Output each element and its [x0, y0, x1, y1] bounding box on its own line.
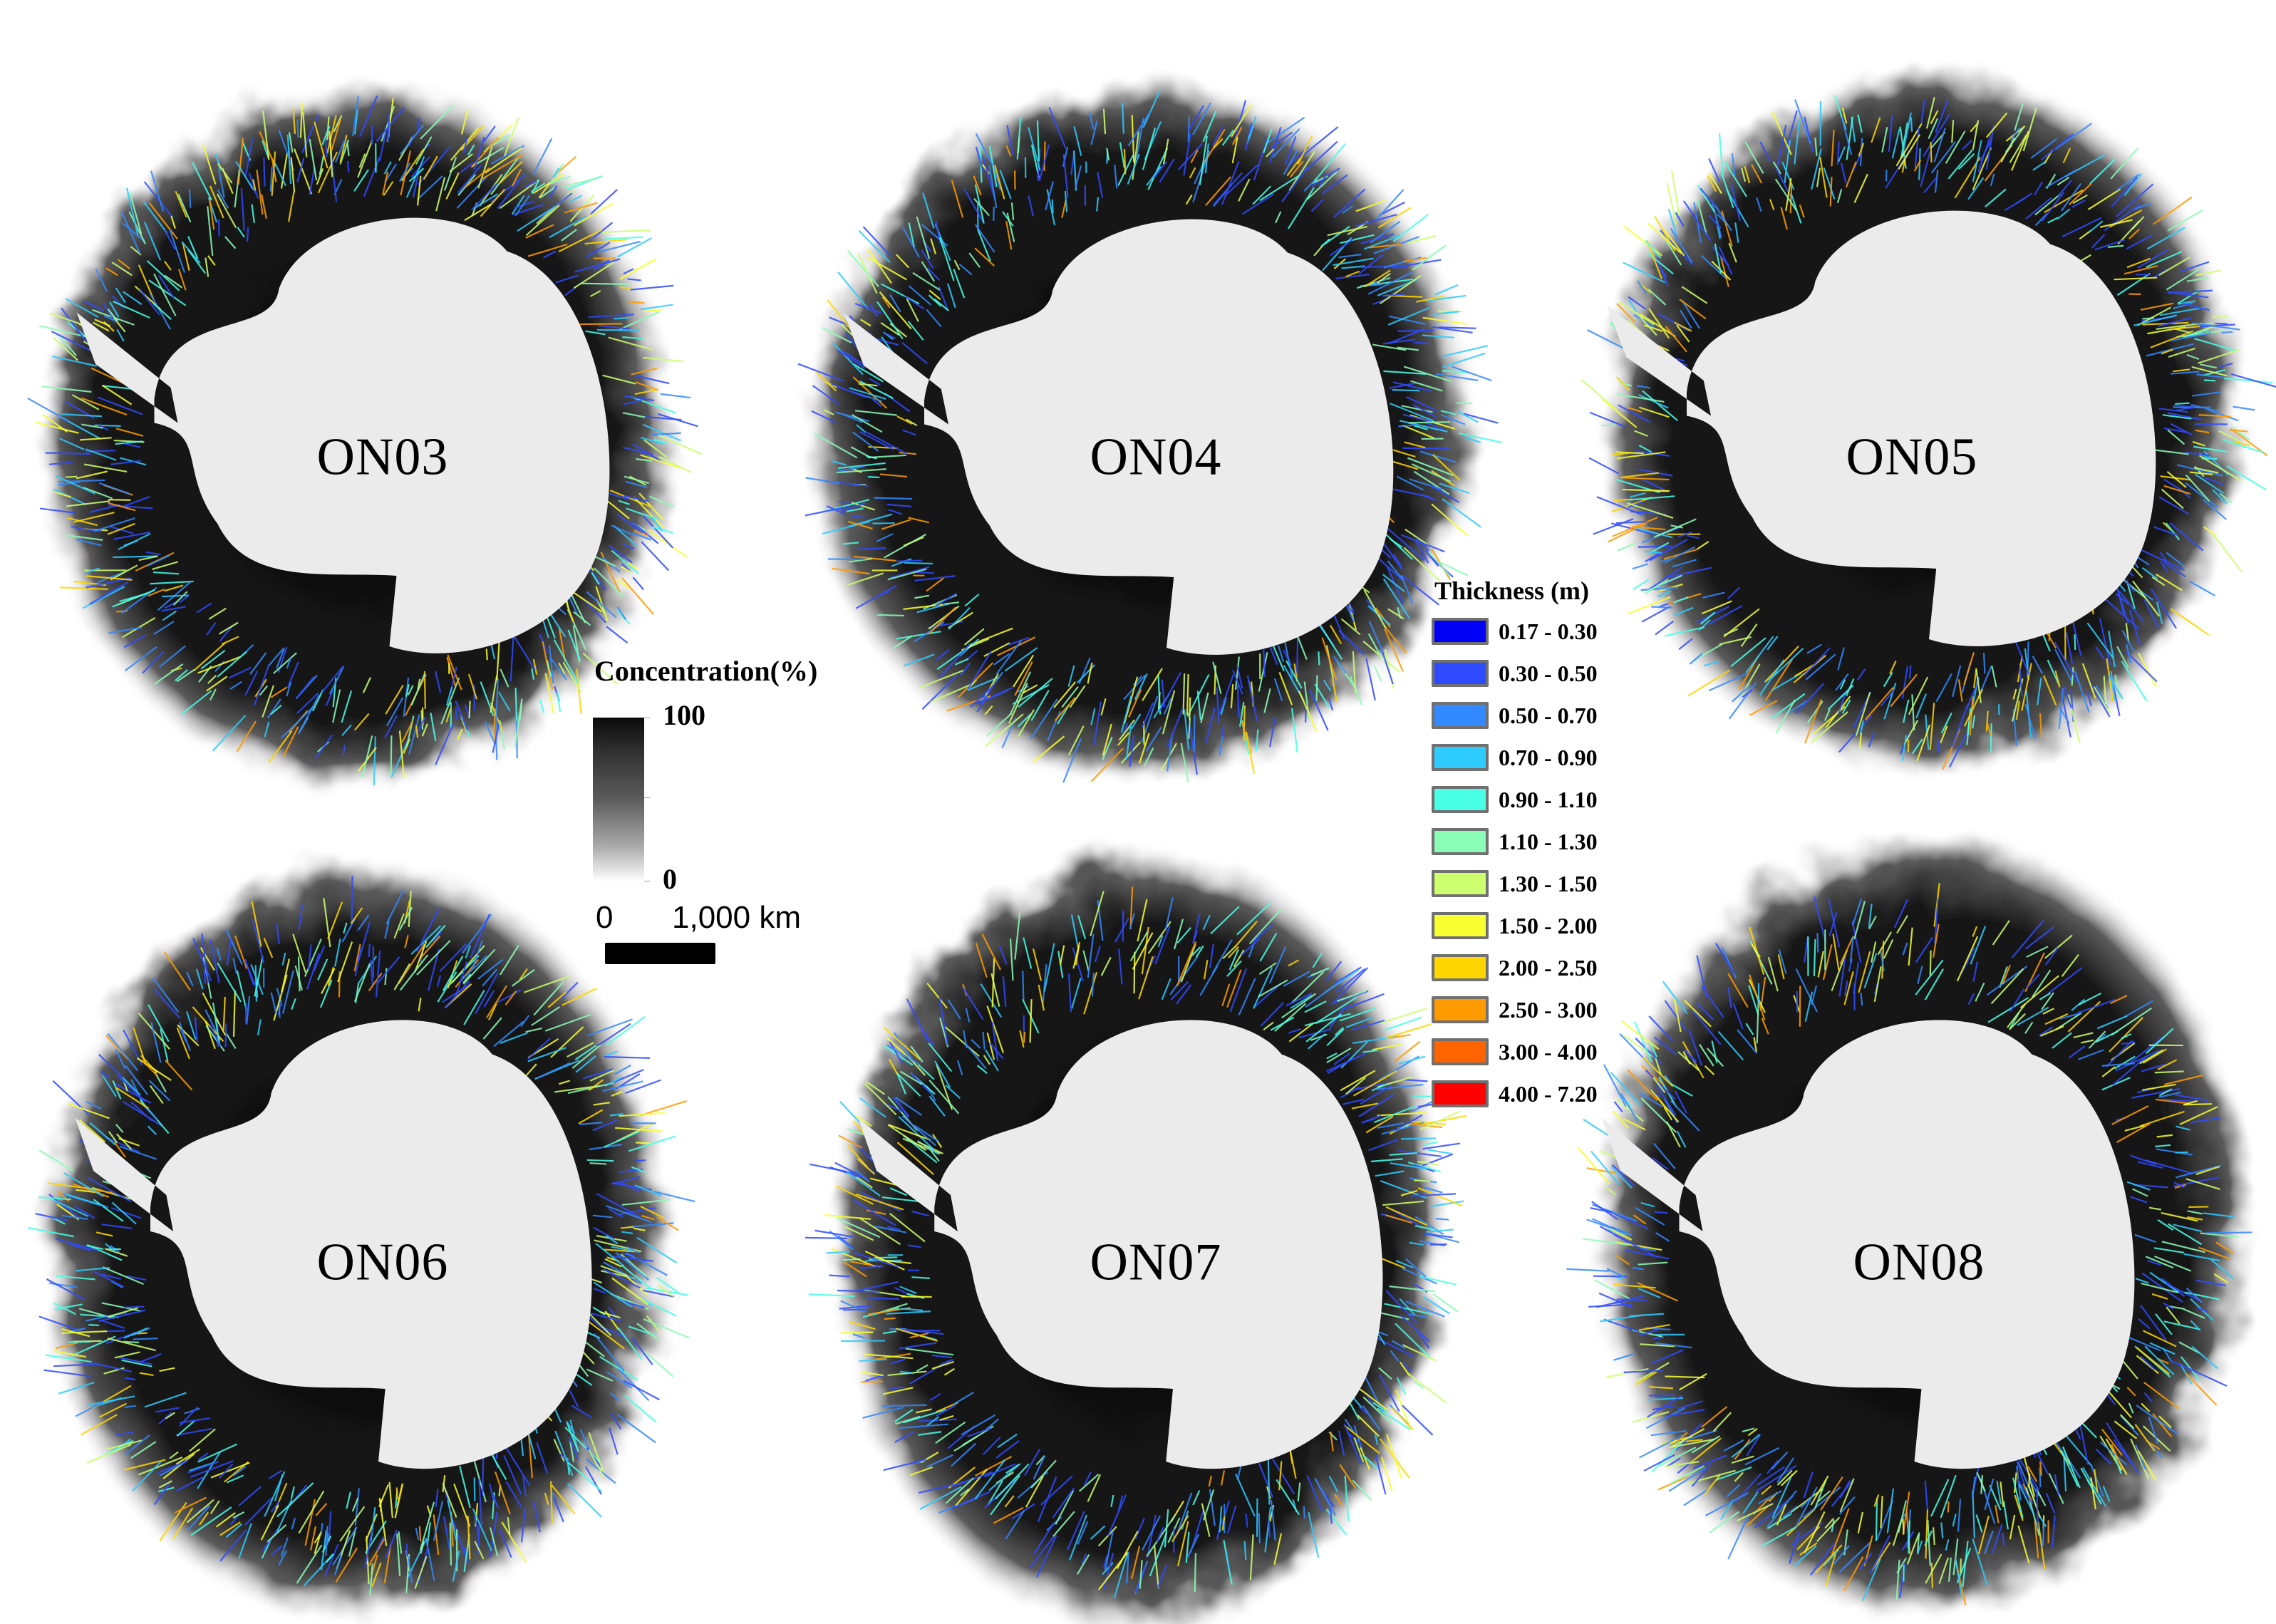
antarctica-landmass	[75, 1020, 592, 1469]
legend-label: 1.10 - 1.30	[1499, 828, 1598, 854]
antarctica-landmass	[1606, 210, 2156, 646]
legend-swatch	[1432, 702, 1489, 729]
legend-swatch	[1432, 744, 1489, 771]
thickness-legend-item: 1.30 - 1.50	[1432, 868, 1598, 899]
legend-swatch	[1432, 786, 1489, 813]
legend-label: 0.70 - 0.90	[1499, 744, 1598, 770]
concentration-legend-title: Concentration(%)	[594, 655, 818, 687]
panel-label: ON06	[316, 1233, 449, 1292]
legend-swatch	[1432, 828, 1489, 855]
legend-label: 0.90 - 1.10	[1499, 786, 1598, 812]
concentration-colorbar	[593, 718, 644, 881]
antarctica-landmass	[76, 217, 610, 653]
thickness-legend-item: 0.30 - 0.50	[1432, 658, 1598, 689]
legend-label: 2.00 - 2.50	[1499, 954, 1598, 981]
legend-swatch	[1432, 912, 1489, 939]
panel-label: ON03	[316, 428, 449, 487]
thickness-legend-item: 0.90 - 1.10	[1432, 784, 1598, 815]
thickness-legend-item: 3.00 - 4.00	[1432, 1036, 1598, 1067]
thickness-legend-item: 2.50 - 3.00	[1432, 994, 1598, 1025]
legend-label: 0.50 - 0.70	[1499, 702, 1598, 728]
legend-label: 1.30 - 1.50	[1499, 870, 1598, 896]
legend-label: 2.50 - 3.00	[1499, 996, 1598, 1023]
panel-label: ON05	[1846, 428, 1978, 487]
ice-drift-vectors	[27, 875, 695, 1595]
antarctica-landmass	[1601, 1020, 2135, 1469]
antarctica-landmass	[844, 219, 1394, 655]
legend-swatch	[1432, 870, 1489, 897]
thickness-legend-item: 1.50 - 2.00	[1432, 910, 1598, 941]
panel-label: ON08	[1853, 1233, 1985, 1292]
antarctica-landmass	[858, 1020, 1383, 1469]
concentration-max-label: 100	[663, 699, 705, 731]
legend-swatch	[1432, 1080, 1489, 1107]
legend-label: 4.00 - 7.20	[1499, 1080, 1598, 1107]
thickness-legend-item: 2.00 - 2.50	[1432, 952, 1598, 983]
legend-swatch	[1432, 954, 1489, 981]
legend-swatch	[1432, 1038, 1489, 1065]
ice-drift-vectors	[1581, 95, 2276, 770]
thickness-legend-item: 4.00 - 7.20	[1432, 1078, 1598, 1110]
legend-swatch	[1432, 660, 1489, 687]
legend-swatch	[1432, 996, 1489, 1023]
thickness-legend-title: Thickness (m)	[1434, 576, 1590, 605]
thickness-legend-item: 1.10 - 1.30	[1432, 826, 1598, 857]
panel-label: ON07	[1090, 1233, 1222, 1292]
ice-drift-vectors	[27, 95, 703, 785]
scale-bar-start-label: 0	[596, 900, 614, 935]
panel-label: ON04	[1090, 428, 1222, 487]
legend-label: 1.50 - 2.00	[1499, 912, 1598, 938]
ice-drift-vectors	[797, 90, 1502, 783]
scale-bar	[605, 943, 715, 964]
thickness-legend-item: 0.50 - 0.70	[1432, 700, 1598, 731]
thickness-legend-item: 0.70 - 0.90	[1432, 742, 1598, 773]
thickness-legend-item: 0.17 - 0.30	[1432, 616, 1598, 647]
colorbar-tick-mid	[644, 797, 650, 798]
legend-label: 0.17 - 0.30	[1499, 618, 1598, 644]
legend-swatch	[1432, 618, 1489, 645]
concentration-min-label: 0	[663, 863, 677, 895]
scale-bar-end-label: 1,000 km	[672, 900, 801, 935]
legend-label: 3.00 - 4.00	[1499, 1038, 1598, 1065]
ice-drift-vectors	[805, 886, 1467, 1598]
legend-label: 0.30 - 0.50	[1499, 660, 1598, 686]
